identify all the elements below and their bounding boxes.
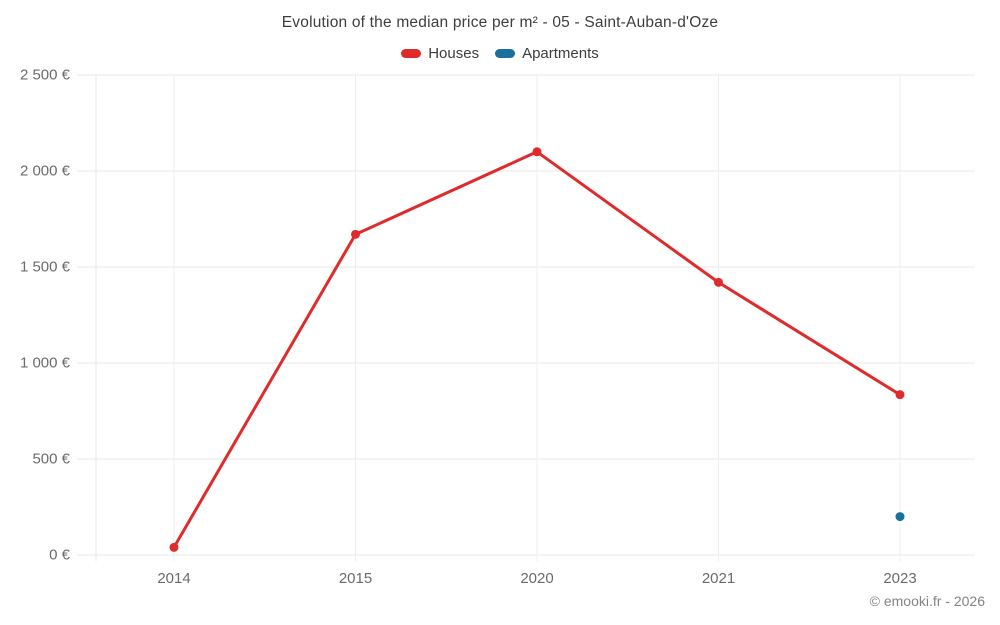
x-axis-label: 2020: [520, 570, 553, 587]
point-apartments-2023[interactable]: [895, 512, 905, 522]
point-houses-2023[interactable]: [895, 390, 905, 400]
x-axis-label: 2015: [339, 570, 372, 587]
y-axis-label: 1 000 €: [20, 355, 71, 372]
legend-item-apartments[interactable]: Apartments: [495, 45, 599, 62]
y-axis-label: 500 €: [32, 451, 70, 468]
chart-title: Evolution of the median price per m² - 0…: [281, 14, 719, 31]
x-axis-label: 2014: [157, 570, 190, 587]
point-houses-2014[interactable]: [169, 542, 179, 552]
point-houses-2021[interactable]: [714, 277, 723, 287]
legend-item-houses[interactable]: Houses: [401, 45, 479, 62]
y-axis-label: 0 €: [49, 547, 71, 564]
point-houses-2015[interactable]: [351, 229, 360, 239]
y-axis-label: 1 500 €: [20, 259, 71, 276]
apartments-series-swatch: [495, 49, 516, 58]
y-axis-label: 2 500 €: [20, 67, 71, 84]
houses-series-swatch: [401, 49, 422, 58]
x-axis-label: 2023: [883, 570, 916, 587]
y-axis-label: 2 000 €: [20, 163, 71, 180]
copyright-credit: © emooki.fr - 2026: [869, 593, 985, 609]
legend-label-apartments: Apartments: [522, 45, 599, 62]
point-houses-2020[interactable]: [532, 147, 542, 157]
legend-label-houses: Houses: [428, 45, 480, 62]
x-axis-label: 2021: [702, 570, 735, 587]
legend: Houses Apartments: [0, 45, 1000, 62]
